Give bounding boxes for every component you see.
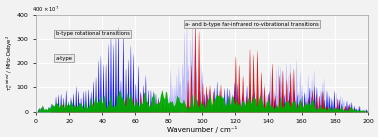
X-axis label: Wavenumber / cm⁻¹: Wavenumber / cm⁻¹: [167, 126, 237, 133]
Text: a- and b-type far-infrared ro-vibrational transitions: a- and b-type far-infrared ro-vibrationa…: [185, 22, 319, 27]
Y-axis label: $\tau_v^{rotated}$ / MHz$\cdot$Debye$^2$: $\tau_v^{rotated}$ / MHz$\cdot$Debye$^2$: [4, 35, 15, 91]
Text: a-type: a-type: [56, 56, 73, 61]
Text: $400\times10^7$: $400\times10^7$: [33, 4, 60, 14]
Text: b-type rotational transitions: b-type rotational transitions: [56, 32, 130, 36]
